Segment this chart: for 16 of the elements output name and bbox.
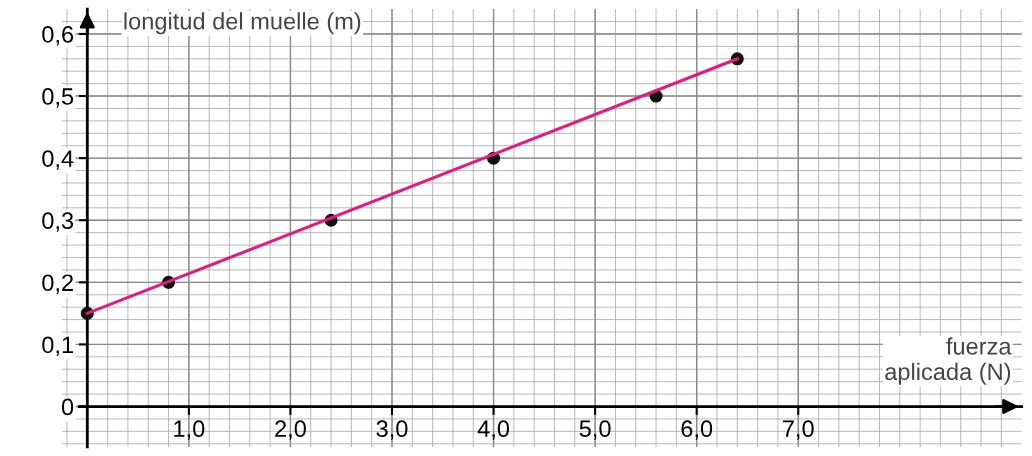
x-tick-label: 6,0 [681,420,713,440]
x-tick-label: 7,0 [783,420,814,440]
x-tick-label: 2,0 [275,420,306,440]
x-tick-label: 5,0 [579,420,611,440]
y-tick-label: 0,2 [42,274,73,294]
y-tick-label: 0,5 [42,88,74,108]
x-axis-title: fuerza aplicada (N) [885,337,1012,385]
x-tick-label: 1,0 [174,420,205,440]
x-tick-label: 3,0 [376,420,408,440]
y-tick-label: 0,4 [42,150,74,170]
y-tick-label: 0,6 [42,26,74,46]
y-tick-label: 0,3 [42,212,74,232]
y-tick-label: 0,1 [42,336,73,356]
y-tick-label: 0 [61,398,74,416]
x-tick-label: 4,0 [477,420,510,440]
y-axis-title: longitud del muelle (m) [124,12,361,35]
